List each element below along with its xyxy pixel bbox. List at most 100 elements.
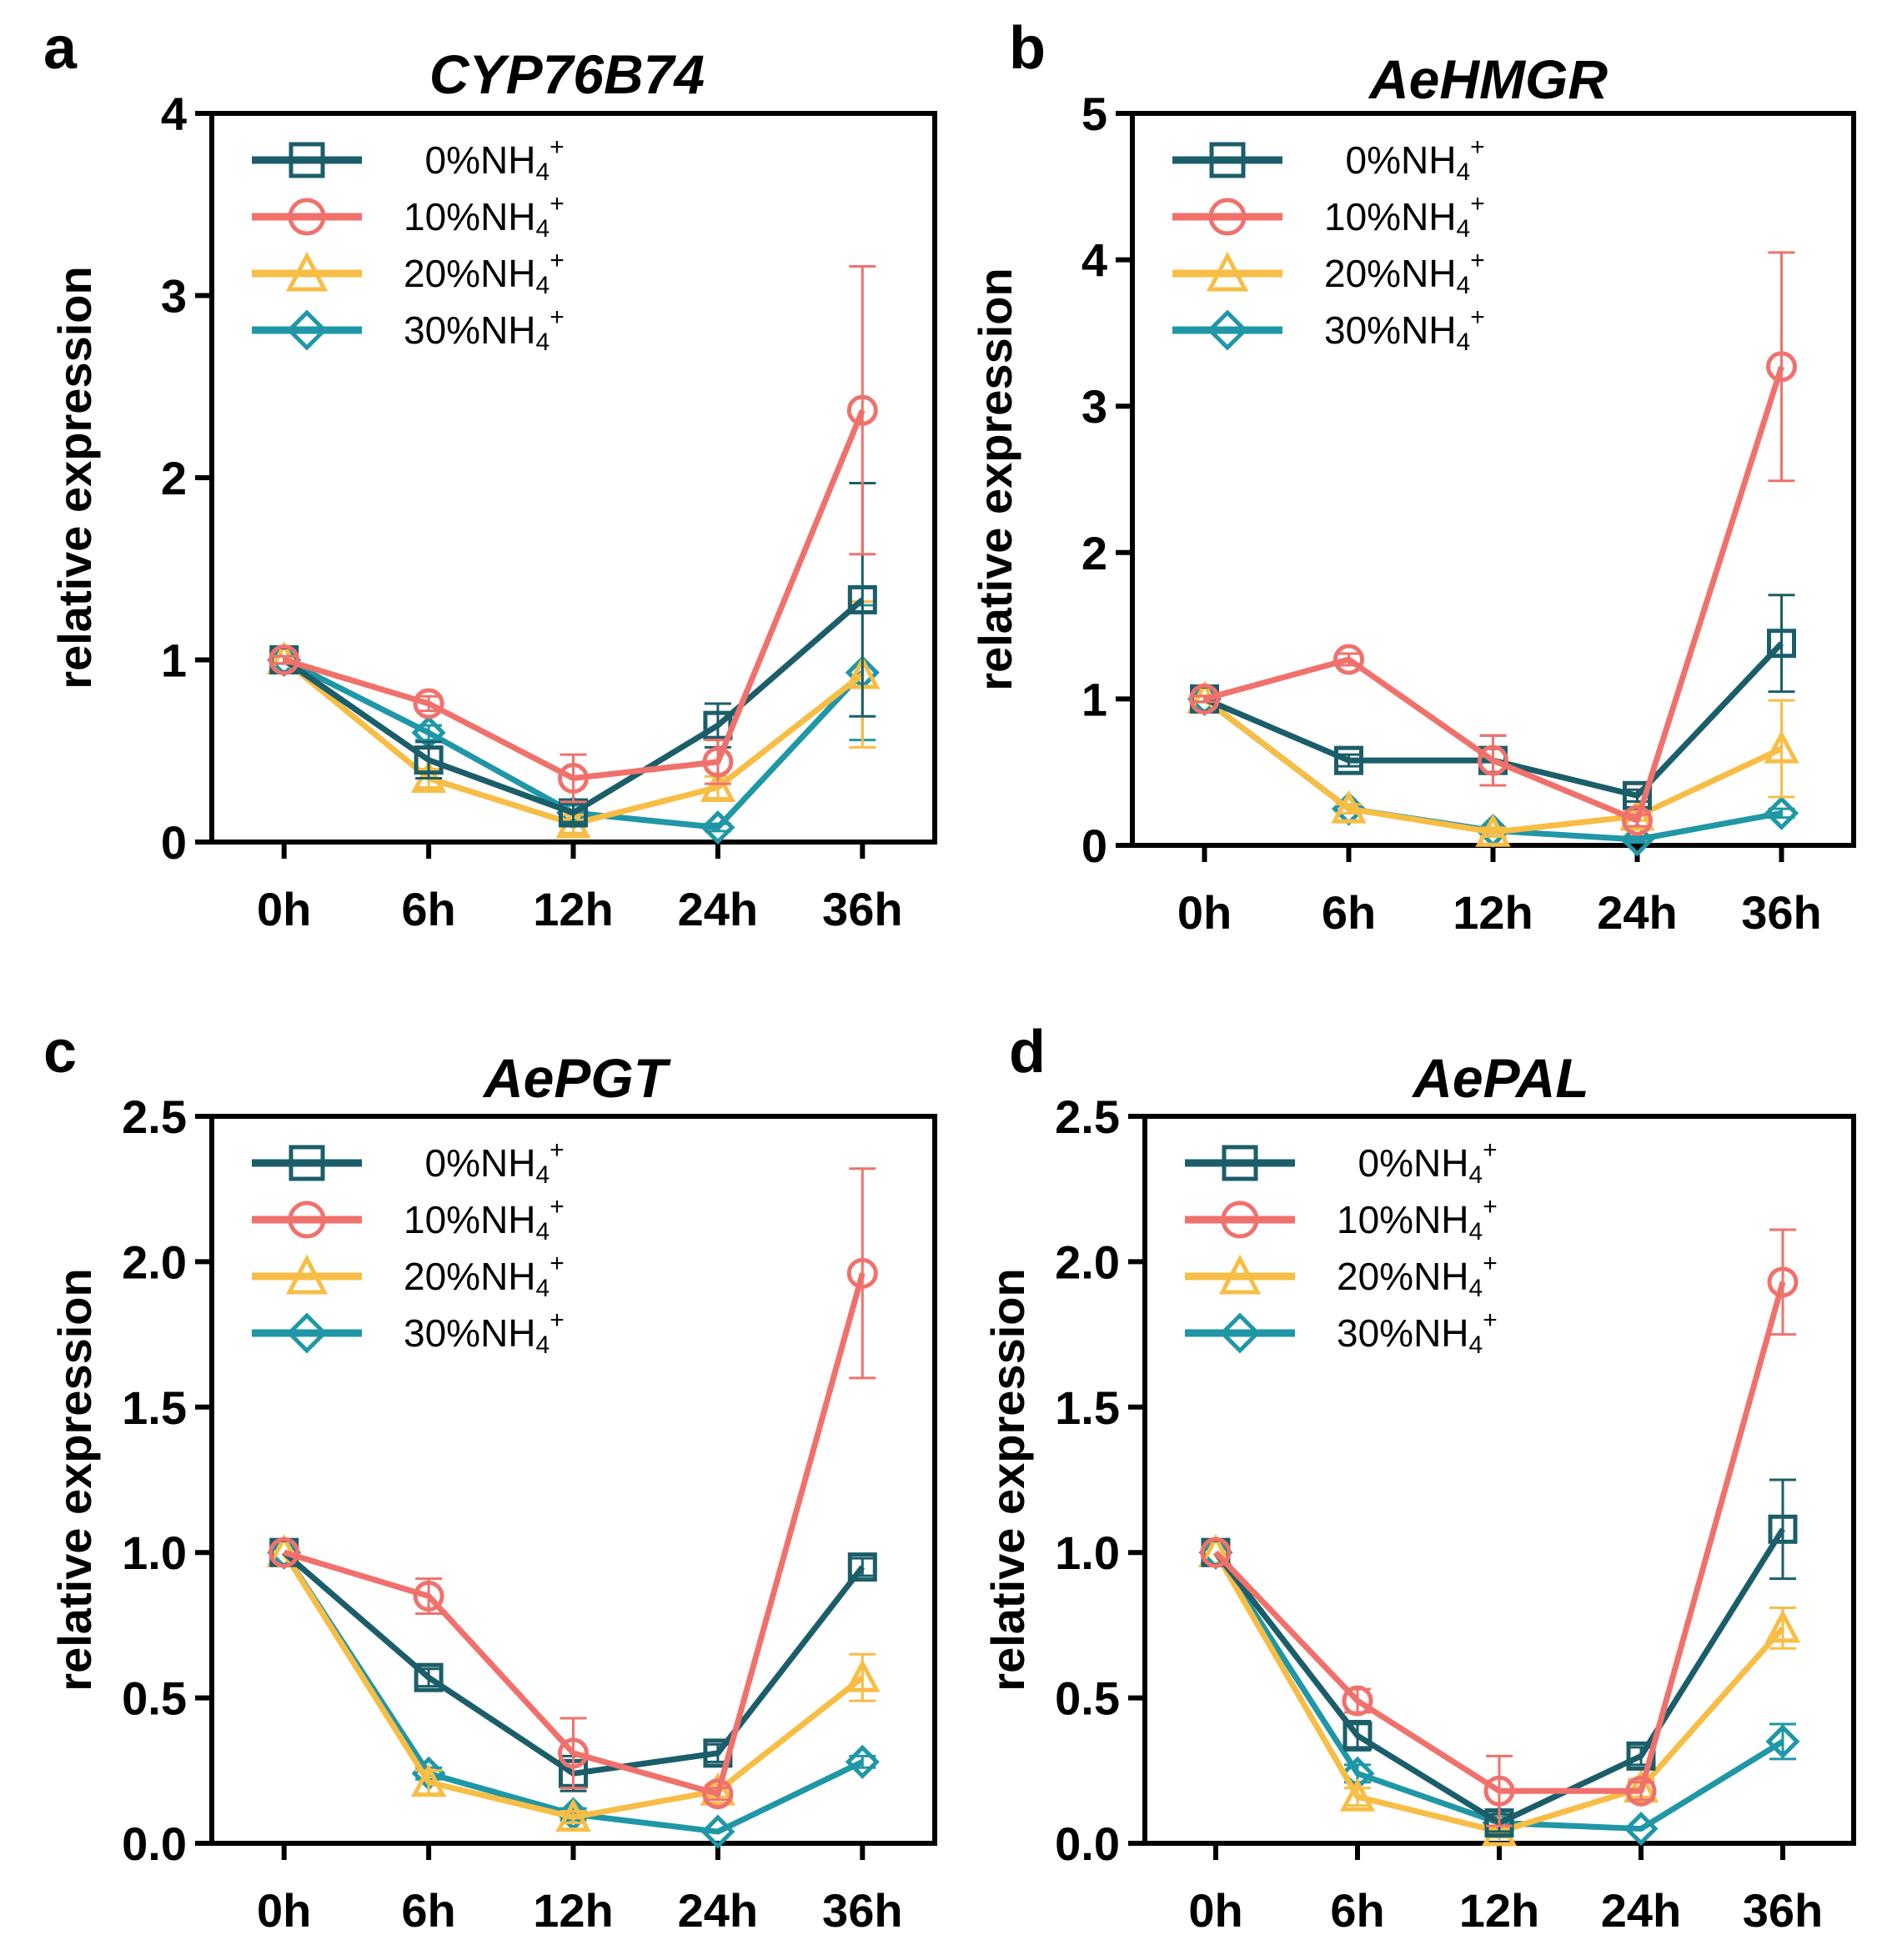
legend-subscript: 4 [536, 1218, 550, 1246]
y-axis-label: relative expression [981, 1268, 1034, 1691]
data-point [1331, 790, 1367, 824]
x-tick-label: 0h [1177, 886, 1232, 939]
legend-subscript: 4 [1469, 1218, 1483, 1246]
legend-entry: 20%NH4+ [1337, 1250, 1498, 1302]
y-tick-label: 1 [1082, 673, 1107, 725]
legend-marker [1207, 309, 1248, 351]
panel-a: a CYP76B74 relative expression 0 1 2 3 4 0h 6h 12h… [43, 15, 937, 935]
legend-text: 20%NH [1324, 252, 1457, 295]
x-tick-label: 12h [1453, 886, 1533, 939]
legend-entry: 0%NH4+ [1324, 133, 1485, 186]
y-tick-label: 0.0 [1055, 1817, 1120, 1870]
legend-subscript: 4 [1457, 328, 1471, 356]
x-tick-label: 36h [822, 883, 903, 935]
x-tick-label: 0h [1188, 1884, 1242, 1937]
y-tick-label: 2.0 [1055, 1236, 1120, 1288]
data-point [1764, 1609, 1801, 1643]
data-point [1764, 795, 1799, 830]
data-point [1339, 1777, 1376, 1812]
y-tick-label: 0.5 [122, 1672, 187, 1725]
legend-subscript: 4 [1456, 158, 1470, 186]
legend-superscript: + [550, 303, 565, 331]
legend-marker [1221, 1201, 1259, 1239]
data-point [702, 1778, 734, 1810]
data-point [846, 1257, 878, 1289]
data-point [414, 1662, 444, 1692]
legend-subscript: 4 [536, 328, 550, 356]
panel-letter: d [1009, 1019, 1046, 1085]
legend-text: 20%NH [404, 1255, 536, 1298]
legend-entry: 20%NH4+ [404, 1250, 565, 1302]
data-point [413, 688, 444, 719]
legend-text: 10%NH [404, 1198, 536, 1241]
chart-title: AePGT [482, 1047, 671, 1109]
data-point [1483, 1775, 1515, 1807]
legend-superscript: + [550, 247, 565, 274]
x-tick-label: 6h [401, 1884, 455, 1937]
x-tick-label: 36h [1743, 1884, 1824, 1937]
data-point [1765, 1724, 1800, 1759]
chart-title: CYP76B74 [429, 43, 705, 105]
legend-subscript: 4 [536, 1331, 550, 1359]
legend-text: 30%NH [404, 308, 536, 352]
legend-marker [285, 1254, 329, 1295]
legend: 0%NH4+10%NH4+20%NH4+30%NH4+ [252, 133, 565, 356]
x-tick-label: 24h [1601, 1884, 1682, 1937]
legend-text: 20%NH [1337, 1255, 1469, 1298]
y-tick-label: 5 [1082, 88, 1107, 140]
legend-entry: 30%NH4+ [404, 1306, 565, 1359]
legend-text: 20%NH [404, 252, 536, 295]
legend-superscript: + [1483, 1136, 1498, 1164]
legend-marker [288, 198, 326, 236]
legend-text: 0%NH [404, 138, 535, 182]
y-axis-label: relative expression [969, 268, 1021, 690]
legend-superscript: + [550, 1136, 565, 1164]
y-tick-label: 1.5 [122, 1381, 187, 1434]
data-point [700, 769, 736, 802]
legend-marker [289, 1145, 325, 1181]
x-tick-label: 6h [401, 883, 455, 935]
y-axis-label: relative expression [48, 266, 101, 689]
legend-marker [289, 142, 325, 178]
y-tick-label: 0 [161, 816, 187, 869]
legend-marker [1222, 1145, 1258, 1181]
data-point [558, 763, 589, 795]
legend-subscript: 4 [535, 1161, 550, 1189]
data-point [268, 644, 300, 675]
y-tick-label: 1.5 [1055, 1381, 1120, 1434]
data-point [845, 1744, 880, 1779]
y-tick-label: 0 [1082, 820, 1107, 872]
legend-superscript: + [1470, 133, 1485, 161]
y-tick-label: 2.5 [122, 1090, 187, 1143]
data-point [1767, 1266, 1799, 1298]
legend-marker [1219, 1312, 1261, 1354]
x-tick-label: 6h [1322, 886, 1376, 939]
y-tick-label: 2 [1082, 527, 1107, 579]
series-s10 [1189, 251, 1797, 836]
data-point [846, 394, 878, 426]
legend-marker [1206, 251, 1249, 292]
legend: 0%NH4+10%NH4+20%NH4+30%NH4+ [1185, 1136, 1498, 1359]
legend-text: 30%NH [1337, 1311, 1469, 1355]
x-tick-label: 24h [678, 1884, 759, 1937]
data-point [1622, 805, 1653, 836]
legend-marker [1208, 198, 1247, 236]
data-point [1342, 1685, 1373, 1717]
series-s10 [268, 265, 878, 804]
legend: 0%NH4+10%NH4+20%NH4+30%NH4+ [252, 1136, 565, 1359]
data-point [1200, 1536, 1232, 1568]
y-tick-label: 1.0 [122, 1526, 187, 1579]
legend-subscript: 4 [1457, 215, 1471, 243]
y-tick-label: 3 [1082, 380, 1107, 433]
legend-text: 0%NH [1324, 138, 1456, 182]
y-tick-label: 1 [161, 634, 187, 687]
legend-entry: 10%NH4+ [1337, 1193, 1498, 1246]
legend-marker [1209, 142, 1246, 178]
y-tick-label: 1.0 [1055, 1526, 1120, 1579]
panel-letter: c [43, 1019, 77, 1085]
legend-subscript: 4 [1457, 272, 1471, 299]
legend-entry: 0%NH4+ [404, 133, 565, 186]
y-tick-label: 2 [161, 452, 187, 504]
legend-entry: 10%NH4+ [1324, 190, 1485, 243]
